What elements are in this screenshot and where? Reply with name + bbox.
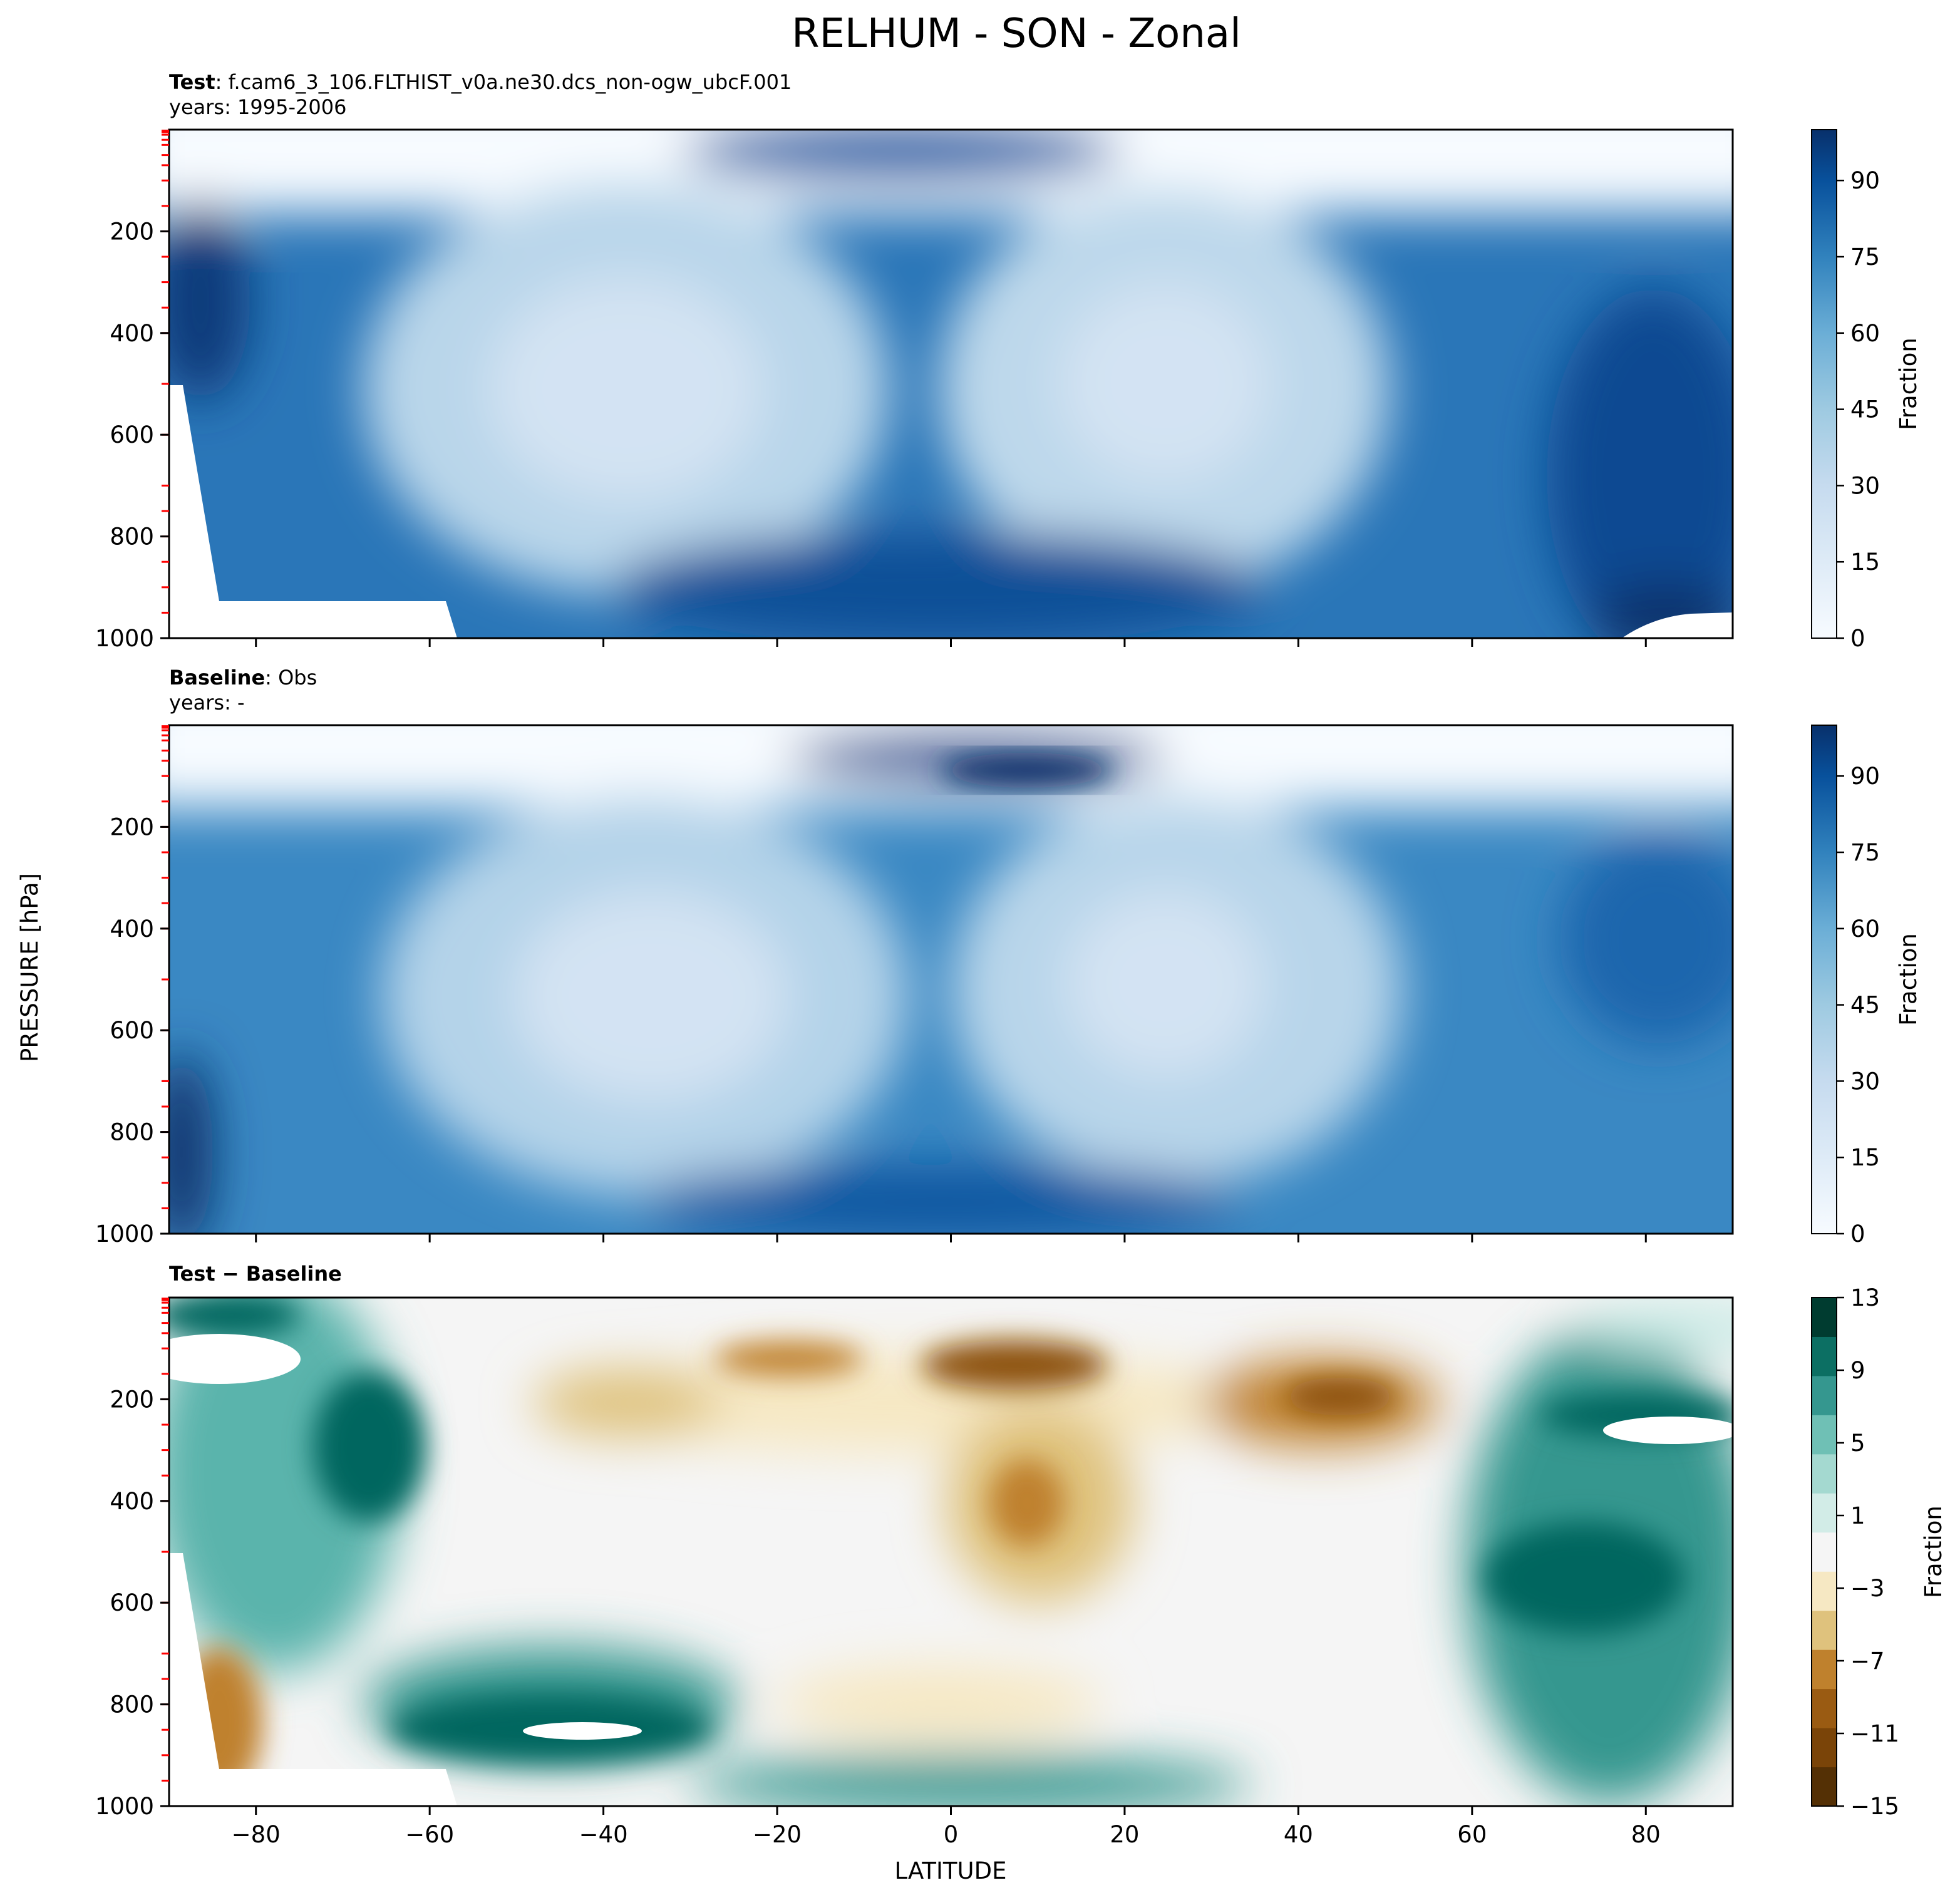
colorbar-frame	[1811, 1297, 1837, 1807]
masked-region	[523, 1722, 642, 1740]
panel-title: Test − Baseline	[169, 1262, 342, 1286]
contour-field	[169, 1298, 1733, 1806]
colorbar-tick-label: −11	[1850, 1720, 1899, 1747]
colorbar-segment	[1812, 1767, 1837, 1807]
panel-subtitle: years: 1995-2006	[169, 95, 346, 119]
y-tick-label: 600	[110, 1589, 154, 1616]
colorbar-ticks: 0 15 30 45 60 75 90	[1837, 167, 1880, 652]
colorbar-tick-label: 13	[1850, 1284, 1880, 1311]
colorbar-segment	[1812, 1650, 1837, 1690]
axes: 200 400 600 800 1000 −80 −60 −40 −20 0 20 40 60 80	[95, 1298, 1661, 1848]
y-tick-label: 200	[110, 813, 154, 840]
y-tick-label: 200	[110, 218, 154, 245]
colorbar-tick-label: 0	[1850, 1221, 1865, 1247]
colorbar-tick-label: 60	[1850, 320, 1880, 347]
colorbar-ticks: 13 9 5 1 −3 −7 −11 −15	[1837, 1284, 1899, 1820]
panel-title: Test: f.cam6_3_106.FLTHIST_v0a.ne30.dcs_…	[169, 70, 792, 94]
y-axis-label: PRESSURE [hPa]	[16, 873, 43, 1062]
panel-difference: Test − Baseline	[95, 1262, 1947, 1848]
y-tick-label: 400	[110, 916, 154, 942]
colorbar-segment	[1812, 1728, 1837, 1768]
x-axis-label: LATITUDE	[895, 1857, 1007, 1884]
colorbar-label: Fraction	[1920, 1505, 1947, 1598]
y-tick-label: 600	[110, 421, 154, 448]
panel-title: Baseline: Obs	[169, 666, 317, 689]
colorbar-tick-label: 75	[1850, 839, 1880, 866]
x-tick-label: 80	[1631, 1821, 1661, 1848]
colorbar-segment	[1812, 1532, 1837, 1572]
colorbar-tick-label: 5	[1850, 1430, 1865, 1457]
x-tick-label: −60	[405, 1821, 454, 1848]
y-tick-label: 800	[110, 1691, 154, 1718]
y-tick-label: 400	[110, 320, 154, 347]
colorbar-tick-label: 15	[1850, 1144, 1880, 1171]
x-tick-label: −80	[232, 1821, 281, 1848]
masked-region	[169, 1334, 301, 1384]
colorbar-tick-label: −7	[1850, 1648, 1885, 1675]
colorbar-segment	[1812, 1571, 1837, 1611]
colorbar	[1811, 129, 1837, 639]
y-tick-label: 400	[110, 1488, 154, 1515]
y-tick-label: 1000	[95, 625, 154, 652]
colorbar-segment	[1812, 1336, 1837, 1376]
colorbar-tick-label: 45	[1850, 992, 1880, 1019]
x-tick-label: 60	[1457, 1821, 1487, 1848]
x-tick-label: −20	[753, 1821, 802, 1848]
panel-test: Test: f.cam6_3_106.FLTHIST_v0a.ne30.dcs_…	[95, 70, 1922, 652]
colorbar	[1811, 725, 1837, 1234]
x-tick-label: −40	[579, 1821, 628, 1848]
colorbar-ticks: 0 15 30 45 60 75 90	[1837, 763, 1880, 1247]
masked-region	[1603, 1417, 1733, 1444]
y-tick-label: 200	[110, 1386, 154, 1413]
y-tick-label: 800	[110, 1119, 154, 1146]
colorbar-segment	[1812, 1415, 1837, 1455]
x-tick-label: 20	[1110, 1821, 1139, 1848]
colorbar-tick-label: 75	[1850, 244, 1880, 271]
colorbar-tick-label: 90	[1850, 167, 1880, 194]
contour-field	[169, 725, 1733, 1234]
panel-subtitle: years: -	[169, 691, 245, 715]
colorbar-segment	[1812, 1688, 1837, 1728]
colorbar-tick-label: 45	[1850, 396, 1880, 423]
colorbar-tick-label: −15	[1850, 1793, 1899, 1820]
colorbar-tick-label: 30	[1850, 472, 1880, 499]
colorbar-segment	[1812, 1610, 1837, 1650]
colorbar-tick-label: 60	[1850, 916, 1880, 942]
masked-region	[1622, 612, 1733, 638]
figure-title: RELHUM - SON - Zonal	[792, 11, 1241, 57]
contour-field	[169, 130, 1733, 638]
x-tick-label: 40	[1284, 1821, 1313, 1848]
colorbar-label: Fraction	[1895, 933, 1922, 1026]
y-tick-label: 800	[110, 524, 154, 550]
masked-region	[169, 1553, 457, 1806]
y-tick-label: 600	[110, 1017, 154, 1044]
colorbar-tick-label: 0	[1850, 625, 1865, 652]
y-tick-label: 1000	[95, 1221, 154, 1247]
colorbar-label: Fraction	[1895, 338, 1922, 430]
colorbar-tick-label: −3	[1850, 1575, 1885, 1602]
colorbar-tick-label: 90	[1850, 763, 1880, 790]
colorbar-tick-label: 15	[1850, 549, 1880, 576]
colorbar-segment	[1812, 1453, 1837, 1494]
colorbar-segment	[1812, 1493, 1837, 1533]
colorbar	[1812, 1298, 1837, 1807]
colorbar-tick-label: 9	[1850, 1357, 1865, 1384]
axes: 200 400 600 800 1000	[95, 130, 1647, 652]
colorbar-segment	[1812, 1298, 1837, 1337]
masked-region	[169, 385, 457, 638]
axes: 200 400 600 800 1000	[95, 725, 1647, 1247]
x-tick-label: 0	[944, 1821, 959, 1848]
colorbar-segment	[1812, 1375, 1837, 1415]
colorbar-tick-label: 1	[1850, 1502, 1865, 1529]
colorbar-tick-label: 30	[1850, 1068, 1880, 1095]
y-tick-label: 1000	[95, 1793, 154, 1820]
